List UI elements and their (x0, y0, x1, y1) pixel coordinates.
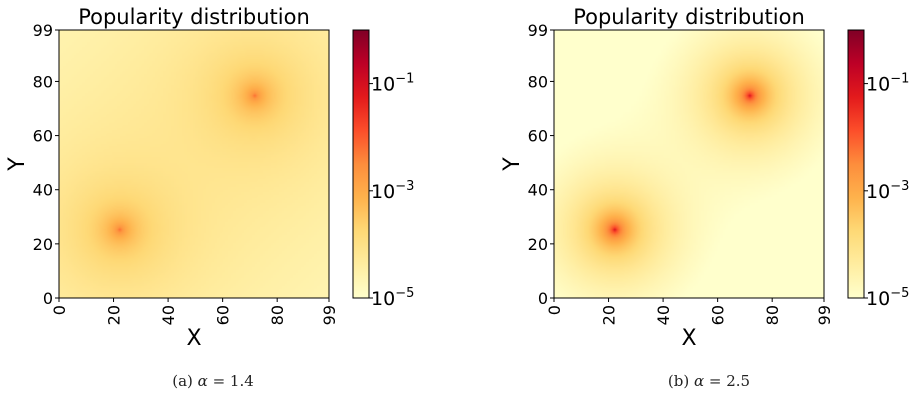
caption-b-alpha-symbol: α (693, 372, 705, 390)
chart0-ytick-label: 0 (43, 289, 53, 308)
chart0-colorbar-tick-label: 10−5 (371, 286, 414, 310)
chart1-ytick-label: 99 (528, 21, 548, 40)
chart1-ytick-label: 60 (528, 127, 548, 146)
chart0: Popularity distribution 0 20 40 60 80 99 0 20 40 6… (5, 5, 414, 351)
chart1-xtick-label: 99 (815, 305, 834, 325)
chart1-xtick-label: 60 (709, 305, 728, 325)
chart1-xtick-label: 20 (600, 305, 619, 325)
chart0-colorbar-tick-label: 10−3 (371, 179, 414, 203)
caption-b-value: = 2.5 (708, 372, 751, 390)
chart1-xtick-label: 0 (545, 305, 564, 315)
caption-a-value: = 1.4 (212, 372, 254, 390)
chart1-frame (553, 29, 825, 299)
chart1-xlabel: X (681, 326, 696, 351)
chart0-ytick-label: 60 (33, 127, 53, 146)
chart1-colorbar (847, 29, 865, 299)
chart0-xtick-label: 60 (214, 305, 233, 325)
chart0-ytick-label: 20 (33, 235, 53, 254)
chart0-xtick-label: 0 (50, 305, 69, 315)
chart0-heatmap (59, 30, 329, 298)
chart0-ytick-label: 40 (33, 181, 53, 200)
chart1: Popularity distribution 0 20 40 60 80 99 0 20 40 6… (500, 5, 909, 351)
chart1-ytick-label: 0 (538, 289, 548, 308)
chart0-ytick-label: 80 (33, 72, 53, 91)
chart0-title: Popularity distribution (78, 5, 310, 29)
chart1-colorbar-tick-label: 10−5 (866, 286, 909, 310)
chart0-colorbar (352, 29, 370, 299)
chart0-colorbar-tick-label: 10−1 (371, 72, 414, 96)
chart0-xtick-label: 99 (320, 305, 339, 325)
chart1-ytick-label: 80 (528, 72, 548, 91)
chart1-ytick-label: 40 (528, 181, 548, 200)
chart1-xtick-label: 80 (763, 305, 782, 325)
chart0-xtick-label: 20 (105, 305, 124, 325)
caption-b-prefix: (b) (667, 372, 690, 390)
chart0-ylabel: Y (5, 157, 30, 172)
chart1-heatmap (554, 30, 824, 298)
chart0-xtick-label: 40 (159, 305, 178, 325)
caption-a: (a) α = 1.4 (172, 372, 254, 390)
chart0-xtick-label: 80 (268, 305, 287, 325)
chart1-colorbar-tick-label: 10−1 (866, 72, 909, 96)
chart1-ytick-label: 20 (528, 235, 548, 254)
caption-a-prefix: (a) (172, 372, 193, 390)
chart0-xlabel: X (186, 326, 201, 351)
caption-b: (b) α = 2.5 (668, 372, 750, 390)
caption-a-alpha-symbol: α (197, 372, 208, 390)
chart1-colorbar-tick-label: 10−3 (866, 179, 909, 203)
chart1-ylabel: Y (500, 157, 525, 172)
chart1-xtick-label: 40 (654, 305, 673, 325)
chart0-ytick-label: 99 (33, 21, 53, 40)
chart0-frame (58, 29, 330, 299)
chart1-title: Popularity distribution (573, 5, 805, 29)
